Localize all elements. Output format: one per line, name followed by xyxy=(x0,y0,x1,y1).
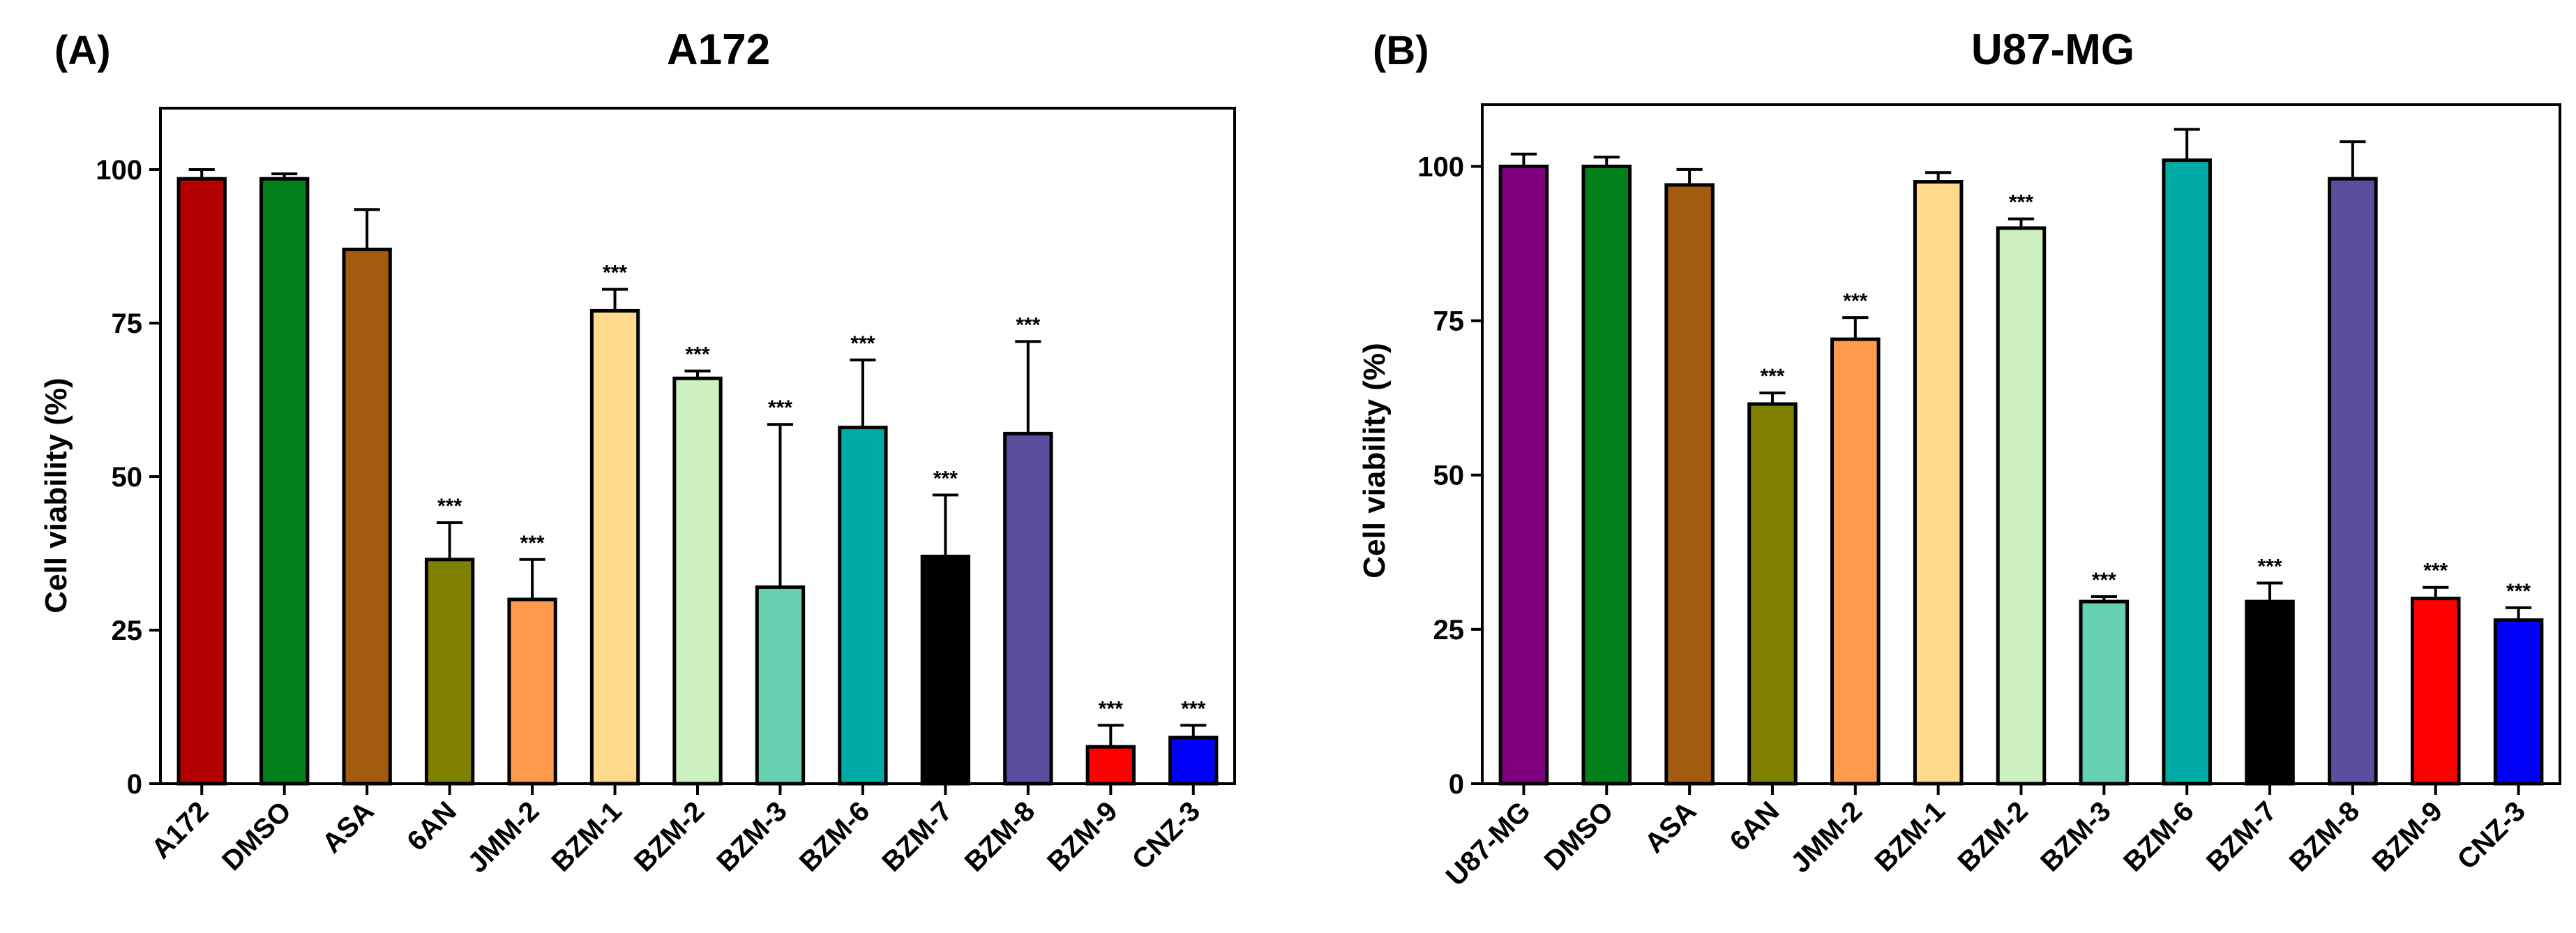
significance-label: *** xyxy=(1099,697,1123,720)
bar xyxy=(920,554,971,786)
bar xyxy=(342,247,392,786)
bar xyxy=(2245,599,2295,786)
x-tick-label: BZM-1 xyxy=(545,796,628,878)
x-axis: U87-MG DMSO ASA 6AN JMM-2 BZM-1 BZM-2 BZM-3 BZM-… xyxy=(1440,784,2531,892)
x-tick-label: BZM-1 xyxy=(1869,796,1951,878)
bar xyxy=(755,585,806,786)
significance-label: *** xyxy=(1843,290,1867,313)
significance-label: *** xyxy=(768,396,792,419)
panel-a: (A) A172 Cell viability (%) 0 25 50 75 100 *… xyxy=(39,26,1236,879)
bar xyxy=(2079,599,2130,786)
significance-label: *** xyxy=(850,332,875,355)
x-tick-label: CNZ-3 xyxy=(1127,796,1206,875)
x-tick-label: ASA xyxy=(1639,796,1703,859)
x-tick-label: BZM-9 xyxy=(2367,796,2449,878)
bar xyxy=(1830,337,1881,786)
bar xyxy=(589,308,640,786)
chart-title: A172 xyxy=(667,26,770,74)
y-tick-label: 25 xyxy=(112,615,143,646)
x-tick-label: BZM-7 xyxy=(876,796,958,878)
y-tick-label: 75 xyxy=(1433,306,1465,337)
x-tick-label: BZM-3 xyxy=(2035,796,2117,878)
significance-label: *** xyxy=(1016,313,1040,336)
panel-b: (B) U87-MG Cell viability (%) 0 25 50 75 100… xyxy=(1357,26,2561,892)
x-tick-label: BZM-3 xyxy=(711,796,793,878)
x-tick-label: BZM-7 xyxy=(2201,796,2283,878)
x-tick-label: BZM-2 xyxy=(1952,796,2034,878)
bar xyxy=(1168,736,1219,786)
y-tick-label: 50 xyxy=(1433,461,1465,491)
bar xyxy=(507,597,557,786)
y-tick-label: 25 xyxy=(1433,615,1465,645)
x-tick-label: BZM-6 xyxy=(2118,796,2200,878)
significance-label: *** xyxy=(520,532,545,555)
x-tick-label: BZM-2 xyxy=(628,796,711,878)
y-tick-label: 0 xyxy=(1449,769,1464,800)
plot-frame xyxy=(1481,103,2561,785)
x-tick-label: A172 xyxy=(146,796,215,865)
panel-label: (B) xyxy=(1373,28,1429,73)
bar xyxy=(1581,164,1632,786)
bar xyxy=(2328,177,2378,786)
x-tick-label: U87-MG xyxy=(1440,796,1537,892)
bar xyxy=(2410,597,2461,786)
significance-label: *** xyxy=(437,495,462,518)
significance-label: *** xyxy=(2423,560,2448,583)
bar xyxy=(259,177,310,786)
bars: *** *** *** *** *** *** *** xyxy=(1498,128,2544,786)
y-tick-label: 100 xyxy=(1417,151,1464,182)
x-tick-label: 6AN xyxy=(401,796,462,857)
significance-label: *** xyxy=(1181,697,1205,720)
significance-label: *** xyxy=(1760,365,1784,388)
x-tick-label: CNZ-3 xyxy=(2452,796,2531,875)
bar xyxy=(1664,183,1715,786)
x-tick-label: DMSO xyxy=(1539,796,1620,876)
y-axis: 0 25 50 75 100 xyxy=(1417,151,1482,800)
y-axis-label: Cell viability (%) xyxy=(39,378,73,613)
significance-label: *** xyxy=(2506,580,2531,603)
panel-label: (A) xyxy=(54,28,111,73)
x-tick-label: ASA xyxy=(317,796,380,859)
x-axis: A172 DMSO ASA 6AN JMM-2 BZM-1 BZM-2 BZM-3 BZM-6 B… xyxy=(146,784,1206,879)
plot-frame xyxy=(159,107,1236,785)
significance-label: *** xyxy=(2258,555,2282,579)
bar xyxy=(1003,431,1053,786)
x-tick-label: JMM-2 xyxy=(462,796,545,879)
x-tick-label: 6AN xyxy=(1724,796,1786,857)
y-axis-label: Cell viability (%) xyxy=(1357,343,1392,578)
bar xyxy=(1085,745,1136,786)
bar xyxy=(424,558,475,786)
x-tick-label: BZM-6 xyxy=(794,796,876,878)
bar xyxy=(2493,618,2544,786)
bar xyxy=(176,177,227,786)
significance-label: *** xyxy=(2009,191,2033,214)
significance-label: *** xyxy=(933,467,958,490)
significance-label: *** xyxy=(2092,569,2116,592)
y-axis: 0 25 50 75 100 xyxy=(96,155,160,800)
x-tick-label: DMSO xyxy=(216,796,297,876)
x-tick-label: BZM-8 xyxy=(2284,796,2366,878)
y-tick-label: 75 xyxy=(112,308,143,339)
bars: *** *** *** *** *** *** *** *** *** *** xyxy=(176,168,1219,786)
bar xyxy=(1498,164,1549,786)
bar xyxy=(1913,180,1964,786)
x-tick-label: BZM-8 xyxy=(959,796,1041,878)
bar xyxy=(1996,226,2047,786)
x-tick-label: BZM-9 xyxy=(1041,796,1124,878)
significance-label: *** xyxy=(603,262,627,285)
significance-label: *** xyxy=(685,343,709,366)
bar xyxy=(1747,402,1798,786)
x-tick-label: JMM-2 xyxy=(1785,796,1868,879)
y-tick-label: 0 xyxy=(127,769,142,800)
y-tick-label: 100 xyxy=(96,155,142,186)
bar xyxy=(838,426,888,786)
y-tick-label: 50 xyxy=(112,462,143,493)
bar xyxy=(2162,158,2212,786)
bar xyxy=(672,376,723,786)
chart-title: U87-MG xyxy=(1971,26,2134,74)
